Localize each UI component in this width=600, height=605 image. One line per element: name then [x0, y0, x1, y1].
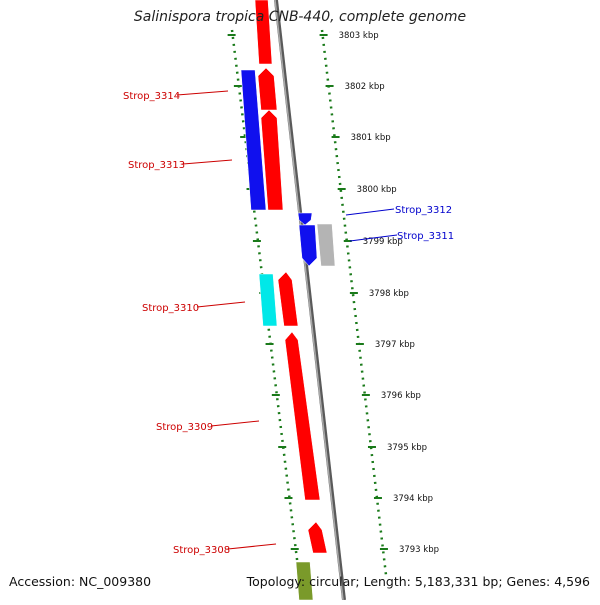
gene-arrow-forward — [254, 0, 273, 65]
tick-label: 3800 kbp — [357, 185, 397, 195]
tick-label: 3801 kbp — [351, 133, 391, 143]
gene-block-cyan — [258, 273, 278, 327]
gene-layer — [240, 0, 336, 601]
gene-arrow-reverse — [297, 212, 313, 226]
gene-block-gray — [316, 223, 336, 267]
tick-label: 3798 kbp — [369, 289, 409, 299]
tick-label-layer: 3803 kbp 3802 kbp 3801 kbp 3800 kbp 3799 kbp… — [339, 31, 439, 555]
gene-label-leader — [176, 90, 229, 96]
tick-label: 3793 kbp — [399, 545, 439, 555]
gene-arrow-forward — [277, 271, 299, 327]
gene-arrow-forward — [307, 521, 328, 554]
gene-label: Strop_3310 — [142, 303, 199, 314]
tick-label: 3795 kbp — [387, 443, 427, 453]
inner-tick-ring — [320, 29, 388, 576]
gene-label: Strop_3312 — [395, 205, 452, 216]
tick-label: 3802 kbp — [345, 82, 385, 92]
tick-label: 3794 kbp — [393, 494, 433, 504]
tick-label: 3799 kbp — [363, 237, 403, 247]
gene-label: Strop_3314 — [123, 91, 180, 102]
gene-label: Strop_3309 — [156, 422, 213, 433]
gene-label-leader — [196, 301, 246, 308]
tick-label: 3796 kbp — [381, 391, 421, 401]
accession-text: Accession: NC_009380 — [9, 574, 152, 589]
gene-arrow-reverse — [298, 224, 318, 267]
gene-arrow-forward — [260, 109, 284, 211]
gene-label: Strop_3308 — [173, 545, 230, 556]
gene-label: Strop_3311 — [397, 231, 454, 242]
backbone-highlight — [274, 0, 344, 601]
gene-label-leader — [210, 420, 260, 427]
gene-arrow-forward — [257, 67, 278, 111]
gene-label-leader — [345, 208, 395, 216]
tick-label: 3797 kbp — [375, 340, 415, 350]
tick-label: 3803 kbp — [339, 31, 379, 41]
gene-label: Strop_3313 — [128, 160, 185, 171]
gene-arrow-forward — [284, 331, 321, 501]
gene-label-leader — [182, 159, 233, 165]
genome-summary-text: Topology: circular; Length: 5,183,331 bp… — [246, 574, 590, 589]
map-title: Salinispora tropica CNB-440, complete ge… — [133, 9, 467, 25]
backbone-layer — [274, 0, 346, 601]
gene-label-layer: Strop_3314 Strop_3313 Strop_3312 Strop_3311… — [123, 90, 454, 556]
backbone-line — [274, 0, 346, 601]
gene-label-leader — [349, 234, 398, 242]
gene-label-leader — [227, 543, 277, 550]
gene-block-reverse — [240, 69, 267, 211]
